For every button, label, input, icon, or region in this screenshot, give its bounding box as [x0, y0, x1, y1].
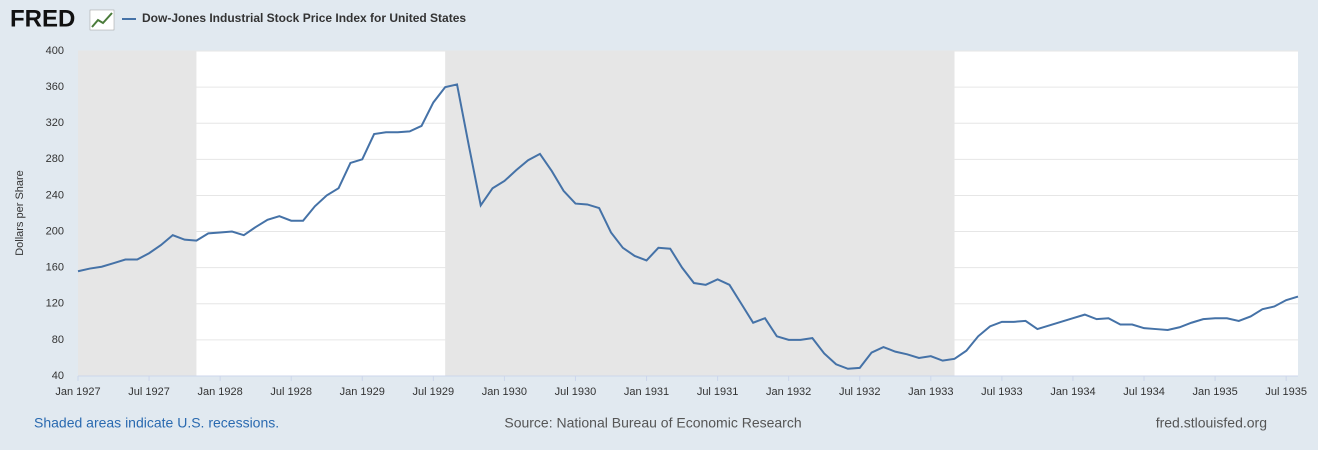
- x-tick-label: Jan 1927: [55, 386, 100, 398]
- x-tick-label: Jul 1935: [1265, 386, 1307, 398]
- recession-shade: [78, 51, 197, 376]
- x-tick-label: Jul 1930: [555, 386, 597, 398]
- y-tick-label: 360: [46, 81, 64, 93]
- source: Source: National Bureau of Economic Rese…: [504, 415, 801, 431]
- y-tick-label: 280: [46, 153, 64, 165]
- logo: FRED: [10, 5, 75, 32]
- y-tick-label: 320: [46, 117, 64, 129]
- data-line: [77, 83, 1299, 370]
- x-tick-label: Jan 1930: [482, 386, 527, 398]
- x-tick-label: Jan 1934: [1050, 386, 1095, 398]
- x-tick-label: Jan 1932: [766, 386, 811, 398]
- logo-icon: [89, 9, 115, 31]
- x-tick-label: Jan 1933: [908, 386, 953, 398]
- x-tick-label: Jan 1928: [198, 386, 243, 398]
- x-tick-label: Jan 1935: [1192, 386, 1237, 398]
- y-axis-label: Dollars per Share: [14, 170, 26, 256]
- note[interactable]: Shaded areas indicate U.S. recessions.: [34, 415, 279, 431]
- y-tick-label: 400: [46, 45, 64, 57]
- y-tick-label: 40: [52, 370, 64, 382]
- site: fred.stlouisfed.org: [1156, 415, 1267, 431]
- y-tick-label: 200: [46, 225, 64, 237]
- y-tick-label: 160: [46, 262, 64, 274]
- x-tick-label: Jul 1931: [697, 386, 739, 398]
- x-tick-label: Jul 1928: [270, 386, 312, 398]
- recession-shade: [445, 51, 955, 376]
- x-tick-label: Jan 1929: [340, 386, 385, 398]
- x-tick-label: Jul 1927: [128, 386, 170, 398]
- y-tick-label: 120: [46, 298, 64, 310]
- x-tick-label: Jul 1932: [839, 386, 881, 398]
- y-tick-label: 80: [52, 334, 64, 346]
- x-tick-label: Jul 1933: [981, 386, 1023, 398]
- legend-label: Dow-Jones Industrial Stock Price Index f…: [142, 11, 466, 25]
- x-tick-label: Jan 1931: [624, 386, 669, 398]
- x-tick-label: Jul 1929: [413, 386, 455, 398]
- y-tick-label: 240: [46, 189, 64, 201]
- x-tick-label: Jul 1934: [1123, 386, 1165, 398]
